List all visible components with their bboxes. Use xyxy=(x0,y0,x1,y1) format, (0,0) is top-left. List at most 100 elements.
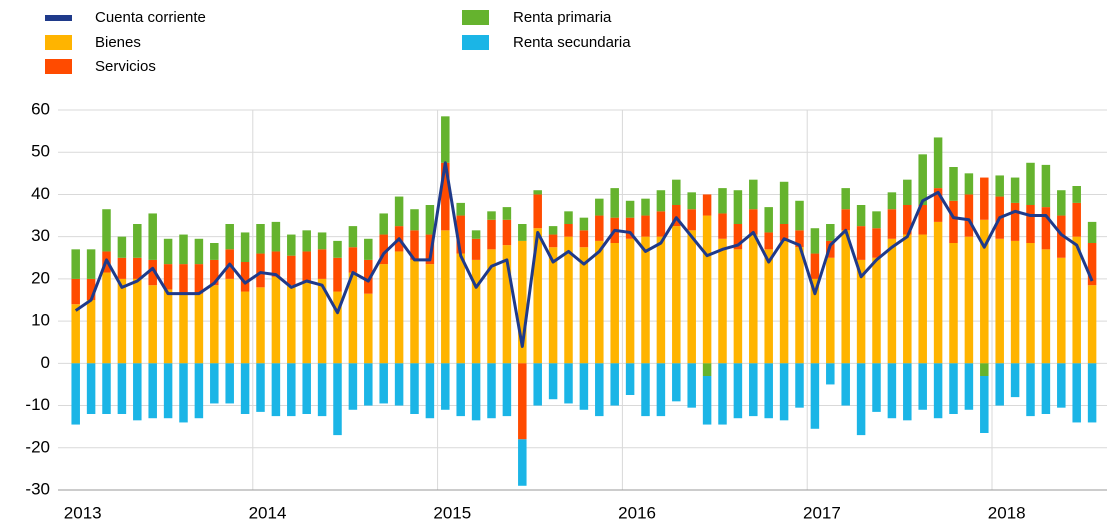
bar-segment xyxy=(702,215,712,364)
bar-segment xyxy=(656,211,666,237)
bar-segment xyxy=(194,293,204,364)
bar-segment xyxy=(779,240,789,364)
bar-segment xyxy=(749,363,758,417)
bar-segment xyxy=(856,205,866,227)
bar-segment xyxy=(287,285,296,364)
bar-segment xyxy=(163,264,173,290)
bar-segment xyxy=(1041,363,1051,414)
bar-segment xyxy=(364,238,373,260)
bar-segment xyxy=(425,264,435,364)
bar-segment xyxy=(471,259,481,364)
bar-segment xyxy=(779,224,789,241)
bar-segment xyxy=(441,162,450,231)
bar-segment xyxy=(287,363,296,417)
bar-segment xyxy=(410,363,419,414)
bar-segment xyxy=(302,363,311,414)
bar-segment xyxy=(71,249,80,279)
bar-segment xyxy=(872,228,881,258)
bar-segment xyxy=(1072,363,1081,423)
bar-segment xyxy=(718,363,727,425)
bar-segment xyxy=(441,116,450,163)
bar-segment xyxy=(256,363,265,412)
bar-segment xyxy=(518,363,527,440)
bar-segment xyxy=(687,230,696,364)
bar-segment xyxy=(333,240,342,258)
bar-segment xyxy=(964,173,974,195)
bar-segment xyxy=(1010,240,1020,364)
bar-segment xyxy=(518,240,527,364)
bar-segment xyxy=(317,363,327,417)
bar-segment xyxy=(86,363,96,414)
legend-swatch xyxy=(462,10,489,25)
bar-segment xyxy=(795,363,804,408)
bar-segment xyxy=(841,188,850,210)
bar-segment xyxy=(394,196,404,227)
bar-segment xyxy=(1041,249,1051,364)
bar-segment xyxy=(672,226,681,364)
bar-segment xyxy=(964,363,974,410)
bar-segment xyxy=(86,249,96,279)
bar-segment xyxy=(271,276,281,364)
bar-segment xyxy=(564,224,573,237)
bar-segment xyxy=(1010,363,1020,398)
bar-segment xyxy=(518,439,527,486)
bar-segment xyxy=(903,234,912,364)
bar-segment xyxy=(749,234,758,364)
bar-segment xyxy=(148,285,157,364)
bar-segment xyxy=(287,234,296,256)
bar-segment xyxy=(548,226,558,235)
bar-segment xyxy=(394,251,404,364)
bar-segment xyxy=(918,363,927,410)
bar-segment xyxy=(425,205,435,235)
bar-segment xyxy=(1087,221,1097,243)
bar-segment xyxy=(210,243,219,260)
bar-segment xyxy=(410,230,419,260)
bar-segment xyxy=(548,247,558,364)
bar-segment xyxy=(579,217,589,231)
bar-segment xyxy=(1057,215,1066,258)
bar-segment xyxy=(179,264,188,294)
bar-segment xyxy=(903,205,912,235)
bar-segment xyxy=(764,249,773,364)
bar-segment xyxy=(702,376,712,425)
bar-segment xyxy=(564,363,573,404)
bar-segment xyxy=(949,200,958,243)
bar-segment xyxy=(425,363,435,419)
bar-segment xyxy=(1026,243,1035,364)
y-tick-label: 10 xyxy=(31,311,50,330)
bar-segment xyxy=(333,257,342,292)
bar-segment xyxy=(117,257,127,279)
bar-segment xyxy=(194,363,204,419)
bar-segment xyxy=(749,209,758,235)
bar-segment xyxy=(1041,164,1051,208)
bar-segment xyxy=(456,253,465,364)
bar-segment xyxy=(795,200,804,231)
y-tick-label: 60 xyxy=(31,99,50,118)
bar-segment xyxy=(302,281,311,364)
bar-segment xyxy=(641,198,650,216)
bar-segment xyxy=(225,363,234,404)
bar-segment xyxy=(980,363,989,376)
bar-segment xyxy=(71,278,80,305)
bar-segment xyxy=(1087,285,1097,364)
x-tick-label: 2018 xyxy=(988,503,1026,522)
bar-segment xyxy=(687,363,696,408)
bar-segment xyxy=(487,219,496,250)
bar-segment xyxy=(610,243,619,364)
bar-segment xyxy=(148,213,157,260)
bar-segment xyxy=(364,293,373,364)
bar-segment xyxy=(410,209,419,231)
bar-segment xyxy=(949,167,958,201)
bar-segment xyxy=(271,251,281,277)
bar-segment xyxy=(564,236,573,364)
bar-segment xyxy=(502,245,512,364)
bar-segment xyxy=(749,179,758,210)
bar-segment xyxy=(240,262,250,292)
legend-swatch xyxy=(462,35,489,50)
bar-segment xyxy=(595,240,604,364)
bar-segment xyxy=(317,278,327,364)
bar-segment xyxy=(610,188,619,218)
x-tick-label: 2015 xyxy=(433,503,471,522)
bar-segment xyxy=(964,236,974,364)
